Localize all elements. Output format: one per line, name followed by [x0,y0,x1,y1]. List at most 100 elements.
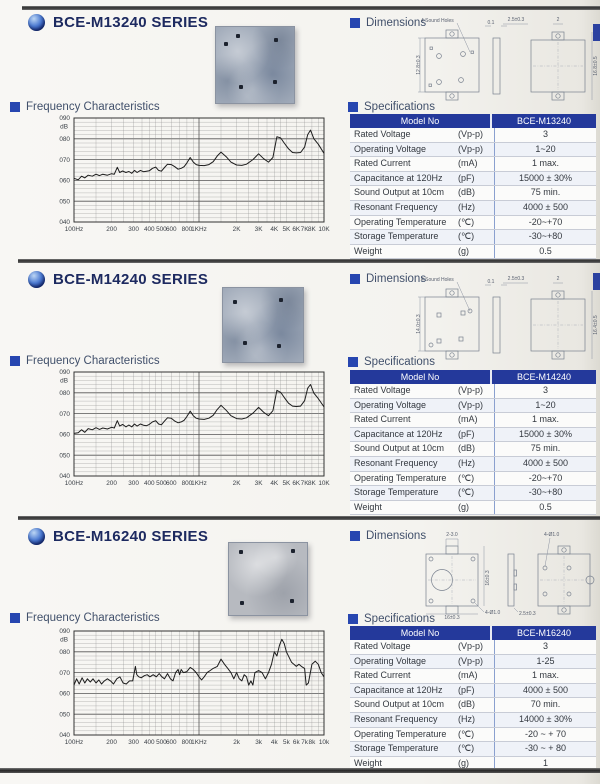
svg-text:0.1: 0.1 [488,279,495,285]
spec-label: Storage Temperature [354,231,439,242]
spec-row: Operating Temperature (℃) -20 ~ + 70 [350,727,596,743]
page-edge-tab [593,273,600,290]
spec-value: 1-25 [494,654,596,669]
spec-value: 14000 ± 30% [494,712,596,727]
spec-label: Operating Voltage [354,143,427,154]
svg-text:500: 500 [156,480,167,487]
svg-text:14.0±0.3: 14.0±0.3 [416,314,422,334]
section-bce-m16240: BCE-M16240 SERIES Dimensions 2-3.0 16±0.… [0,516,600,784]
spec-row: Sound Output at 10cm (dB) 70 min. [350,698,596,713]
spec-label: Resonant Frequency [354,457,438,468]
spec-unit: (Vp-p) [458,143,484,154]
svg-text:16±0.3: 16±0.3 [444,615,459,620]
spec-table-header: Model No BCE-M16240 [350,626,596,640]
spec-value: 15000 ± 30% [494,427,596,442]
spec-value: -30 ~ + 80 [494,742,596,756]
svg-text:050: 050 [59,452,70,459]
spec-unit: (℃) [458,216,475,227]
svg-text:200: 200 [106,739,117,746]
svg-text:4-Ø1.0: 4-Ø1.0 [544,532,560,538]
svg-text:5K: 5K [282,480,291,487]
spec-unit: (pF) [458,172,475,183]
svg-text:060: 060 [59,178,70,185]
svg-text:4 Sound Holes: 4 Sound Holes [421,277,454,283]
svg-text:400: 400 [144,739,155,746]
spec-value: 3 [494,640,596,654]
section-marker-icon [348,102,358,112]
spec-label: Weight [354,501,382,512]
spec-row: Capacitance at 120Hz (pF) 4000 ± 500 [350,683,596,699]
spec-label: Operating Temperature [354,216,447,227]
spec-unit: (℃) [458,487,475,498]
section-divider-bar [18,259,600,263]
spec-unit: (Vp-p) [458,399,484,410]
svg-text:040: 040 [59,473,70,480]
svg-text:7K: 7K [301,226,310,233]
svg-text:070: 070 [59,670,70,677]
svg-text:1KHz: 1KHz [191,480,207,487]
spec-value: 4000 ± 500 [494,200,596,215]
svg-text:500: 500 [156,226,167,233]
svg-text:800: 800 [182,739,193,746]
svg-text:050: 050 [59,711,70,718]
svg-text:300: 300 [128,739,139,746]
sound-hole-dot [279,297,283,302]
spec-value: -20~+70 [494,215,596,230]
svg-text:2: 2 [557,17,560,23]
svg-text:5k: 5k [283,739,291,746]
spec-row: Rated Current (mA) 1 max. [350,157,596,172]
spec-label: Sound Output at 10cm [354,443,445,454]
spec-unit: (dB) [458,187,476,198]
spec-unit: (Hz) [458,457,475,468]
model-no-header: Model No [350,370,492,384]
specifications-header: Specifications [348,101,435,113]
spec-value: 3 [494,384,596,398]
spec-value: 1 max. [494,413,596,427]
spec-row: Operating Voltage (Vp-p) 1-25 [350,654,596,670]
spec-unit: (℃) [458,743,475,754]
spec-row: Sound Output at 10cm (dB) 75 min. [350,186,596,201]
section-marker-icon [10,356,20,366]
section-marker-icon [10,613,20,623]
svg-text:1KHz: 1KHz [191,739,207,746]
svg-text:4 Sound Holes: 4 Sound Holes [421,18,454,24]
sound-hole-dot [289,599,294,604]
svg-text:090: 090 [59,369,70,376]
svg-text:4K: 4K [270,480,279,487]
spec-unit: (℃) [458,231,475,242]
spec-row: Rated Voltage (Vp-p) 3 [350,384,596,399]
svg-text:300: 300 [128,480,139,487]
svg-text:090: 090 [59,628,70,635]
dimensions-header: Dimensions [350,17,426,29]
spec-unit: (dB) [458,443,476,454]
spec-row: Storage Temperature (℃) -30~+80 [350,230,596,245]
svg-text:16.4±0.5: 16.4±0.5 [593,315,599,335]
spec-label: Storage Temperature [354,743,439,754]
spec-row: Rated Voltage (Vp-p) 3 [350,128,596,143]
svg-text:12.8±0.3: 12.8±0.3 [416,55,422,75]
spec-row: Operating Voltage (Vp-p) 1~20 [350,398,596,414]
spec-label: Rated Current [354,414,411,425]
series-title: BCE-M16240 SERIES [53,528,209,545]
dimension-drawing: 2-3.0 16±0.3 16±0.3 4-Ø1.0 2.5±0.3 4-Ø1.… [425,532,595,620]
sound-hole-dot [273,38,278,43]
spec-label: Weight [354,245,382,256]
svg-text:1KHz: 1KHz [191,226,207,233]
svg-text:3K: 3K [255,226,264,233]
spec-row: Capacitance at 120Hz (pF) 15000 ± 30% [350,171,596,187]
product-photo [222,287,304,363]
spec-row: Weight (g) 0.5 [350,244,596,260]
spec-row: Resonant Frequency (Hz) 14000 ± 30% [350,712,596,728]
series-header: BCE-M16240 SERIES [28,528,208,545]
spec-unit: (pF) [458,428,475,439]
spec-unit: (g) [458,245,469,256]
svg-text:7k: 7k [301,739,309,746]
frequency-header: Frequency Characteristics [10,101,160,113]
svg-text:6K: 6K [292,480,301,487]
sound-hole-dot [239,550,244,555]
svg-text:4k: 4k [271,739,279,746]
specifications-header: Specifications [348,613,435,625]
spec-value: 70 min. [494,698,596,712]
spec-label: Weight [354,757,382,768]
spec-unit: (Hz) [458,713,475,724]
